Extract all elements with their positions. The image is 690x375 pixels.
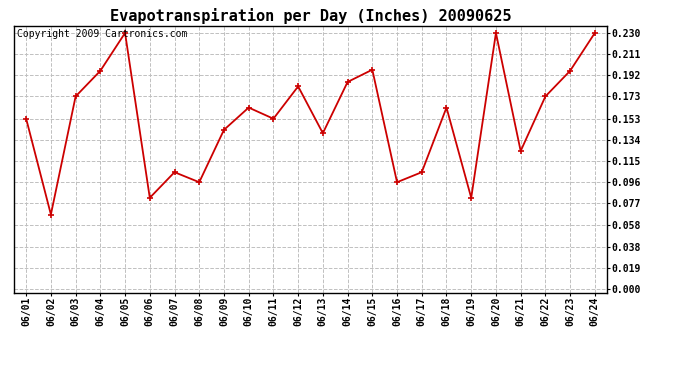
Title: Evapotranspiration per Day (Inches) 20090625: Evapotranspiration per Day (Inches) 2009… [110,8,511,24]
Text: Copyright 2009 Cartronics.com: Copyright 2009 Cartronics.com [17,29,187,39]
